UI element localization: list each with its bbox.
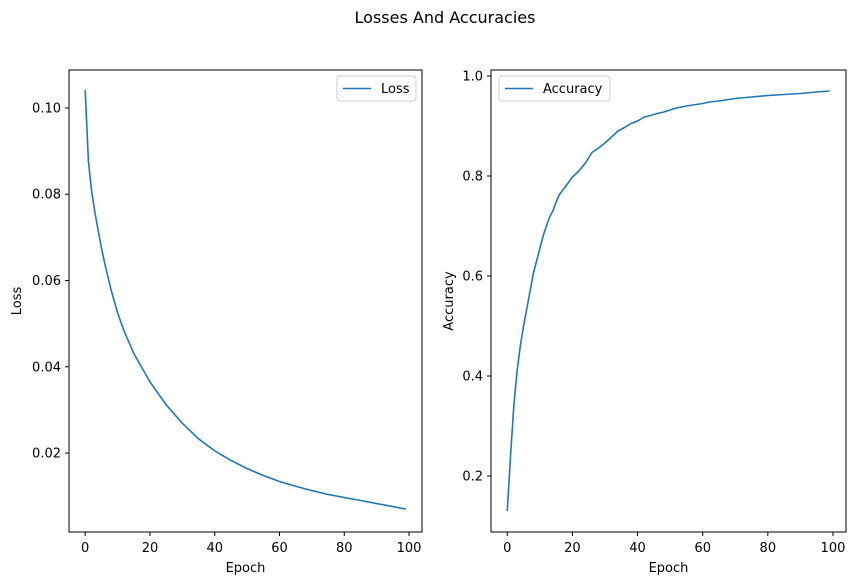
loss-legend-box — [336, 75, 417, 102]
accuracy-x-axis-label: Epoch — [649, 561, 689, 576]
accuracy-subplot: 0 20 40 60 80 100 0.2 0.4 0.6 0.8 1.0 Epoch Accuracy… — [442, 69, 847, 576]
accuracy-y-tick-label: 0.6 — [462, 270, 483, 285]
loss-x-tick-label: 60 — [271, 541, 288, 556]
loss-y-tick-label: 0.04 — [32, 360, 61, 375]
loss-x-axis-label: Epoch — [226, 561, 266, 576]
accuracy-x-tick-label: 80 — [760, 541, 777, 556]
loss-y-tick-label: 0.10 — [32, 101, 61, 116]
loss-y-tick-label: 0.02 — [32, 447, 61, 462]
figure-title: Losses And Accuracies — [355, 8, 536, 27]
accuracy-series-line — [506, 90, 830, 512]
loss-legend: Loss — [336, 75, 417, 102]
accuracy-y-tick-label: 0.2 — [462, 470, 483, 485]
accuracy-x-tick-label: 0 — [503, 541, 511, 556]
accuracy-legend-box — [498, 75, 611, 102]
accuracy-x-tick-label: 40 — [629, 541, 646, 556]
loss-x-tick-label: 40 — [206, 541, 223, 556]
accuracy-legend: Accuracy — [498, 75, 611, 102]
accuracy-x-tick-label: 60 — [694, 541, 711, 556]
loss-subplot: 0 20 40 60 80 100 0.02 0.04 0.06 0.08 0.10 Epoch Los… — [10, 69, 423, 576]
accuracy-x-tick-label: 100 — [821, 541, 846, 556]
loss-legend-label: Loss — [381, 82, 410, 97]
loss-axes-frame — [68, 69, 423, 533]
loss-x-tick-label: 80 — [336, 541, 353, 556]
loss-x-tick-label: 100 — [397, 541, 422, 556]
loss-y-tick-label: 0.08 — [32, 188, 61, 203]
accuracy-y-axis-label: Accuracy — [442, 271, 457, 331]
loss-x-tick-label: 0 — [81, 541, 89, 556]
accuracy-axes-frame — [490, 69, 847, 533]
loss-y-axis-label: Loss — [10, 287, 25, 316]
loss-x-tick-label: 20 — [142, 541, 159, 556]
accuracy-legend-label: Accuracy — [543, 82, 603, 97]
accuracy-y-tick-label: 0.4 — [462, 370, 483, 385]
loss-y-tick-label: 0.06 — [32, 274, 61, 289]
accuracy-y-tick-label: 0.8 — [462, 170, 483, 185]
accuracy-y-tick-label: 1.0 — [462, 70, 483, 85]
accuracy-x-tick-label: 20 — [564, 541, 581, 556]
loss-series-line — [84, 89, 406, 510]
